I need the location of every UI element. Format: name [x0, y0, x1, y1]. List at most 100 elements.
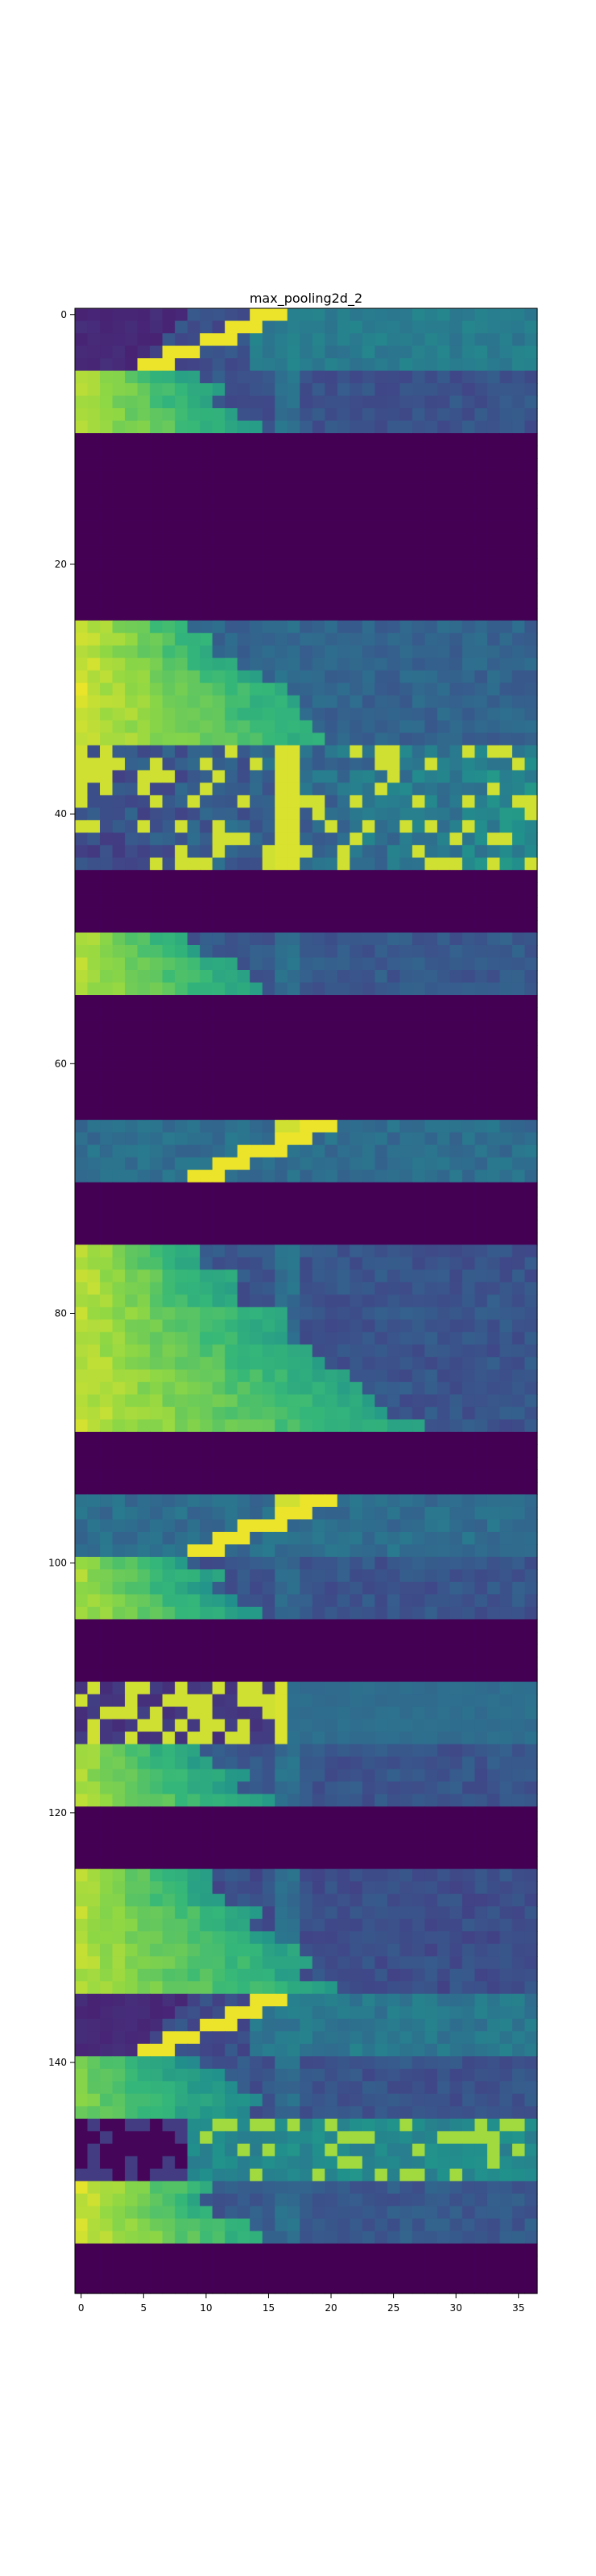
- heatmap-cell: [461, 383, 476, 397]
- heatmap-cell: [100, 658, 114, 671]
- heatmap-cell: [486, 1120, 501, 1133]
- heatmap-cell: [461, 1082, 476, 1096]
- heatmap-cell: [337, 1245, 350, 1258]
- heatmap-cell: [275, 1020, 288, 1034]
- heatmap-cell: [287, 1594, 300, 1608]
- heatmap-cell: [112, 1769, 126, 1782]
- heatmap-cell: [486, 533, 501, 547]
- heatmap-cell: [112, 495, 126, 509]
- heatmap-cell: [511, 508, 526, 522]
- heatmap-cell: [212, 720, 226, 733]
- heatmap-cell: [412, 1868, 425, 1882]
- heatmap-cell: [337, 1195, 350, 1208]
- heatmap-cell: [287, 620, 300, 634]
- heatmap-cell: [337, 733, 350, 746]
- heatmap-cell: [486, 1918, 501, 1932]
- heatmap-cell: [250, 608, 263, 621]
- heatmap-cell: [287, 445, 300, 459]
- heatmap-cell: [399, 1531, 413, 1546]
- heatmap-cell: [112, 758, 126, 771]
- heatmap-cell: [399, 683, 413, 696]
- heatmap-cell: [524, 1220, 538, 1233]
- heatmap-cell: [250, 1544, 263, 1558]
- heatmap-cell: [212, 1020, 226, 1034]
- heatmap-cell: [449, 919, 463, 934]
- heatmap-cell: [175, 1344, 188, 1358]
- heatmap-cell: [112, 483, 126, 497]
- heatmap-cell: [437, 1893, 450, 1907]
- heatmap-cell: [162, 1769, 176, 1782]
- heatmap-cell: [187, 1282, 201, 1295]
- heatmap-cell: [250, 1182, 263, 1195]
- heatmap-cell: [474, 869, 488, 884]
- heatmap-cell: [187, 1356, 201, 1370]
- heatmap-cell: [474, 1732, 488, 1745]
- heatmap-cell: [175, 1657, 188, 1670]
- heatmap-cell: [474, 1968, 488, 1982]
- heatmap-cell: [312, 932, 325, 946]
- heatmap-cell: [524, 583, 538, 597]
- heatmap-cell: [412, 1020, 425, 1034]
- heatmap-cell: [250, 995, 263, 1009]
- heatmap-cell: [175, 1556, 188, 1571]
- heatmap-cell: [325, 795, 338, 808]
- heatmap-cell: [287, 1531, 300, 1546]
- heatmap-cell: [200, 1931, 213, 1945]
- heatmap-cell: [137, 320, 151, 334]
- heatmap-cell: [511, 1806, 526, 1820]
- heatmap-cell: [200, 1220, 213, 1233]
- heatmap-cell: [250, 1719, 263, 1732]
- heatmap-cell: [474, 1170, 488, 1183]
- heatmap-cell: [162, 1531, 176, 1546]
- heatmap-cell: [150, 1881, 163, 1895]
- heatmap-cell: [375, 695, 388, 708]
- heatmap-cell: [486, 733, 501, 746]
- heatmap-cell: [300, 1381, 313, 1395]
- heatmap-cell: [312, 1906, 325, 1920]
- heatmap-cell: [424, 1781, 438, 1795]
- heatmap-cell: [350, 1556, 363, 1571]
- heatmap-cell: [237, 345, 250, 359]
- heatmap-cell: [200, 620, 213, 634]
- heatmap-cell: [100, 1569, 114, 1583]
- heatmap-cell: [524, 1906, 538, 1920]
- heatmap-cell: [449, 458, 463, 472]
- heatmap-cell: [262, 844, 275, 859]
- heatmap-cell: [275, 1145, 288, 1158]
- heatmap-cell: [387, 608, 400, 621]
- heatmap-cell: [312, 1469, 325, 1483]
- heatmap-cell: [125, 433, 139, 447]
- heatmap-cell: [399, 795, 413, 808]
- heatmap-cell: [399, 758, 413, 771]
- heatmap-cell: [225, 1956, 238, 1970]
- heatmap-cell: [237, 1394, 250, 1408]
- heatmap-cell: [312, 545, 325, 559]
- heatmap-cell: [225, 1531, 238, 1546]
- heatmap-cell: [125, 758, 139, 771]
- heatmap-cell: [75, 1843, 89, 1857]
- heatmap-cell: [150, 1331, 163, 1345]
- heatmap-cell: [325, 1406, 338, 1420]
- heatmap-cell: [474, 957, 488, 971]
- heatmap-cell: [225, 1195, 238, 1208]
- heatmap-cell: [424, 583, 438, 597]
- heatmap-cell: [424, 333, 438, 347]
- heatmap-cell: [75, 1619, 89, 1633]
- heatmap-cell: [125, 1120, 139, 1133]
- heatmap-cell: [250, 1868, 263, 1882]
- heatmap-cell: [212, 1843, 226, 1857]
- heatmap-cell: [486, 1806, 501, 1820]
- heatmap-cell: [524, 1381, 538, 1395]
- heatmap-cell: [162, 1868, 176, 1882]
- heatmap-cell: [212, 1569, 226, 1583]
- heatmap-cell: [112, 957, 126, 971]
- heatmap-cell: [262, 1319, 275, 1333]
- heatmap-cell: [225, 944, 238, 959]
- heatmap-cell: [300, 345, 313, 359]
- heatmap-cell: [325, 583, 338, 597]
- heatmap-cell: [287, 782, 300, 796]
- heatmap-cell: [100, 1095, 114, 1108]
- heatmap-cell: [237, 932, 250, 946]
- heatmap-cell: [212, 733, 226, 746]
- heatmap-cell: [250, 770, 263, 783]
